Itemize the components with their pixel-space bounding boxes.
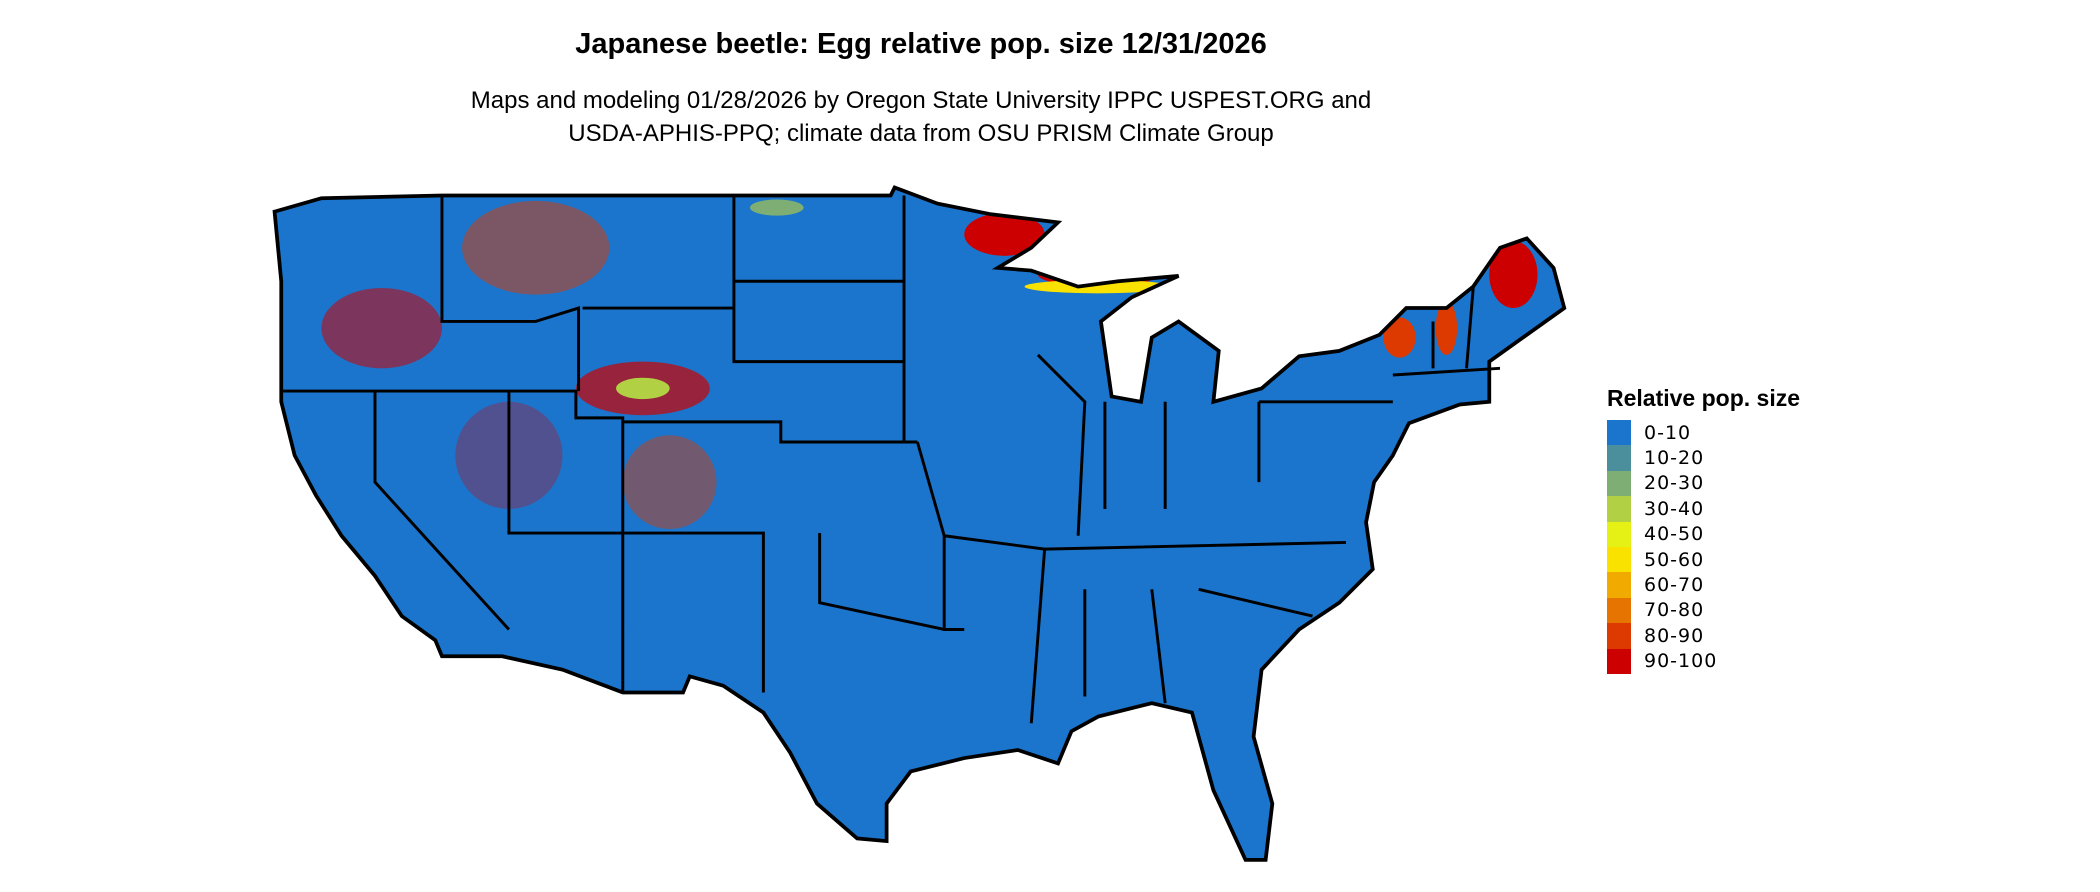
map-subtitle: Maps and modeling 01/28/2026 by Oregon S…: [0, 84, 1842, 150]
legend-label: 90-100: [1644, 650, 1718, 673]
legend-item: 90-100: [1607, 648, 1800, 674]
hotspot-minnesota-green: [750, 199, 804, 216]
legend-item: 30-40: [1607, 496, 1800, 522]
legend-swatch: [1607, 420, 1631, 446]
hotspot-wyoming-green: [616, 377, 670, 400]
legend-label: 80-90: [1644, 624, 1705, 647]
legend-item: 20-30: [1607, 470, 1800, 497]
subtitle-line-2: USDA-APHIS-PPQ; climate data from OSU PR…: [568, 120, 1274, 147]
legend-item: 50-60: [1607, 546, 1800, 573]
legend-label: 60-70: [1644, 574, 1705, 597]
hotspot-maine: [1489, 241, 1538, 309]
legend-swatch: [1607, 496, 1631, 522]
legend-swatch: [1607, 572, 1631, 598]
hotspot-pacific-northwest: [321, 287, 442, 369]
legend-label: 50-60: [1644, 548, 1705, 571]
legend: Relative pop. size 0-10 10-20 20-30 30-40 40…: [1607, 385, 1800, 674]
hotspot-yellow-band: [1024, 279, 1172, 294]
legend-swatch: [1607, 445, 1631, 471]
legend-swatch: [1607, 470, 1631, 497]
hotspot-colorado: [622, 435, 717, 530]
hotspot-adirondacks: [1383, 317, 1416, 358]
legend-label: 70-80: [1644, 599, 1705, 622]
legend-item: 0-10: [1607, 420, 1800, 446]
hotspot-vermont: [1435, 301, 1458, 355]
hotspot-idaho-montana: [462, 200, 610, 295]
hotspot-great-lakes-north: [964, 212, 1045, 256]
us-landmass: [274, 187, 1565, 860]
legend-swatch: [1607, 648, 1631, 674]
legend-title: Relative pop. size: [1607, 385, 1801, 411]
legend-label: 30-40: [1644, 497, 1705, 520]
state-borders: [272, 185, 1567, 862]
legend-label: 0-10: [1644, 421, 1692, 444]
legend-item: 70-80: [1607, 597, 1800, 624]
legend-item: 10-20: [1607, 445, 1800, 471]
legend-label: 10-20: [1644, 447, 1705, 470]
legend-item: 80-90: [1607, 623, 1800, 649]
legend-swatch: [1607, 521, 1631, 547]
legend-swatch: [1607, 623, 1631, 649]
legend-swatch: [1607, 597, 1631, 624]
legend-item: 60-70: [1607, 572, 1800, 598]
legend-label: 20-30: [1644, 472, 1705, 495]
subtitle-line-1: Maps and modeling 01/28/2026 by Oregon S…: [470, 87, 1372, 114]
legend-item: 40-50: [1607, 521, 1800, 547]
legend-label: 40-50: [1644, 523, 1705, 546]
map-title: Japanese beetle: Egg relative pop. size …: [575, 28, 1267, 60]
legend-swatch: [1607, 546, 1631, 573]
